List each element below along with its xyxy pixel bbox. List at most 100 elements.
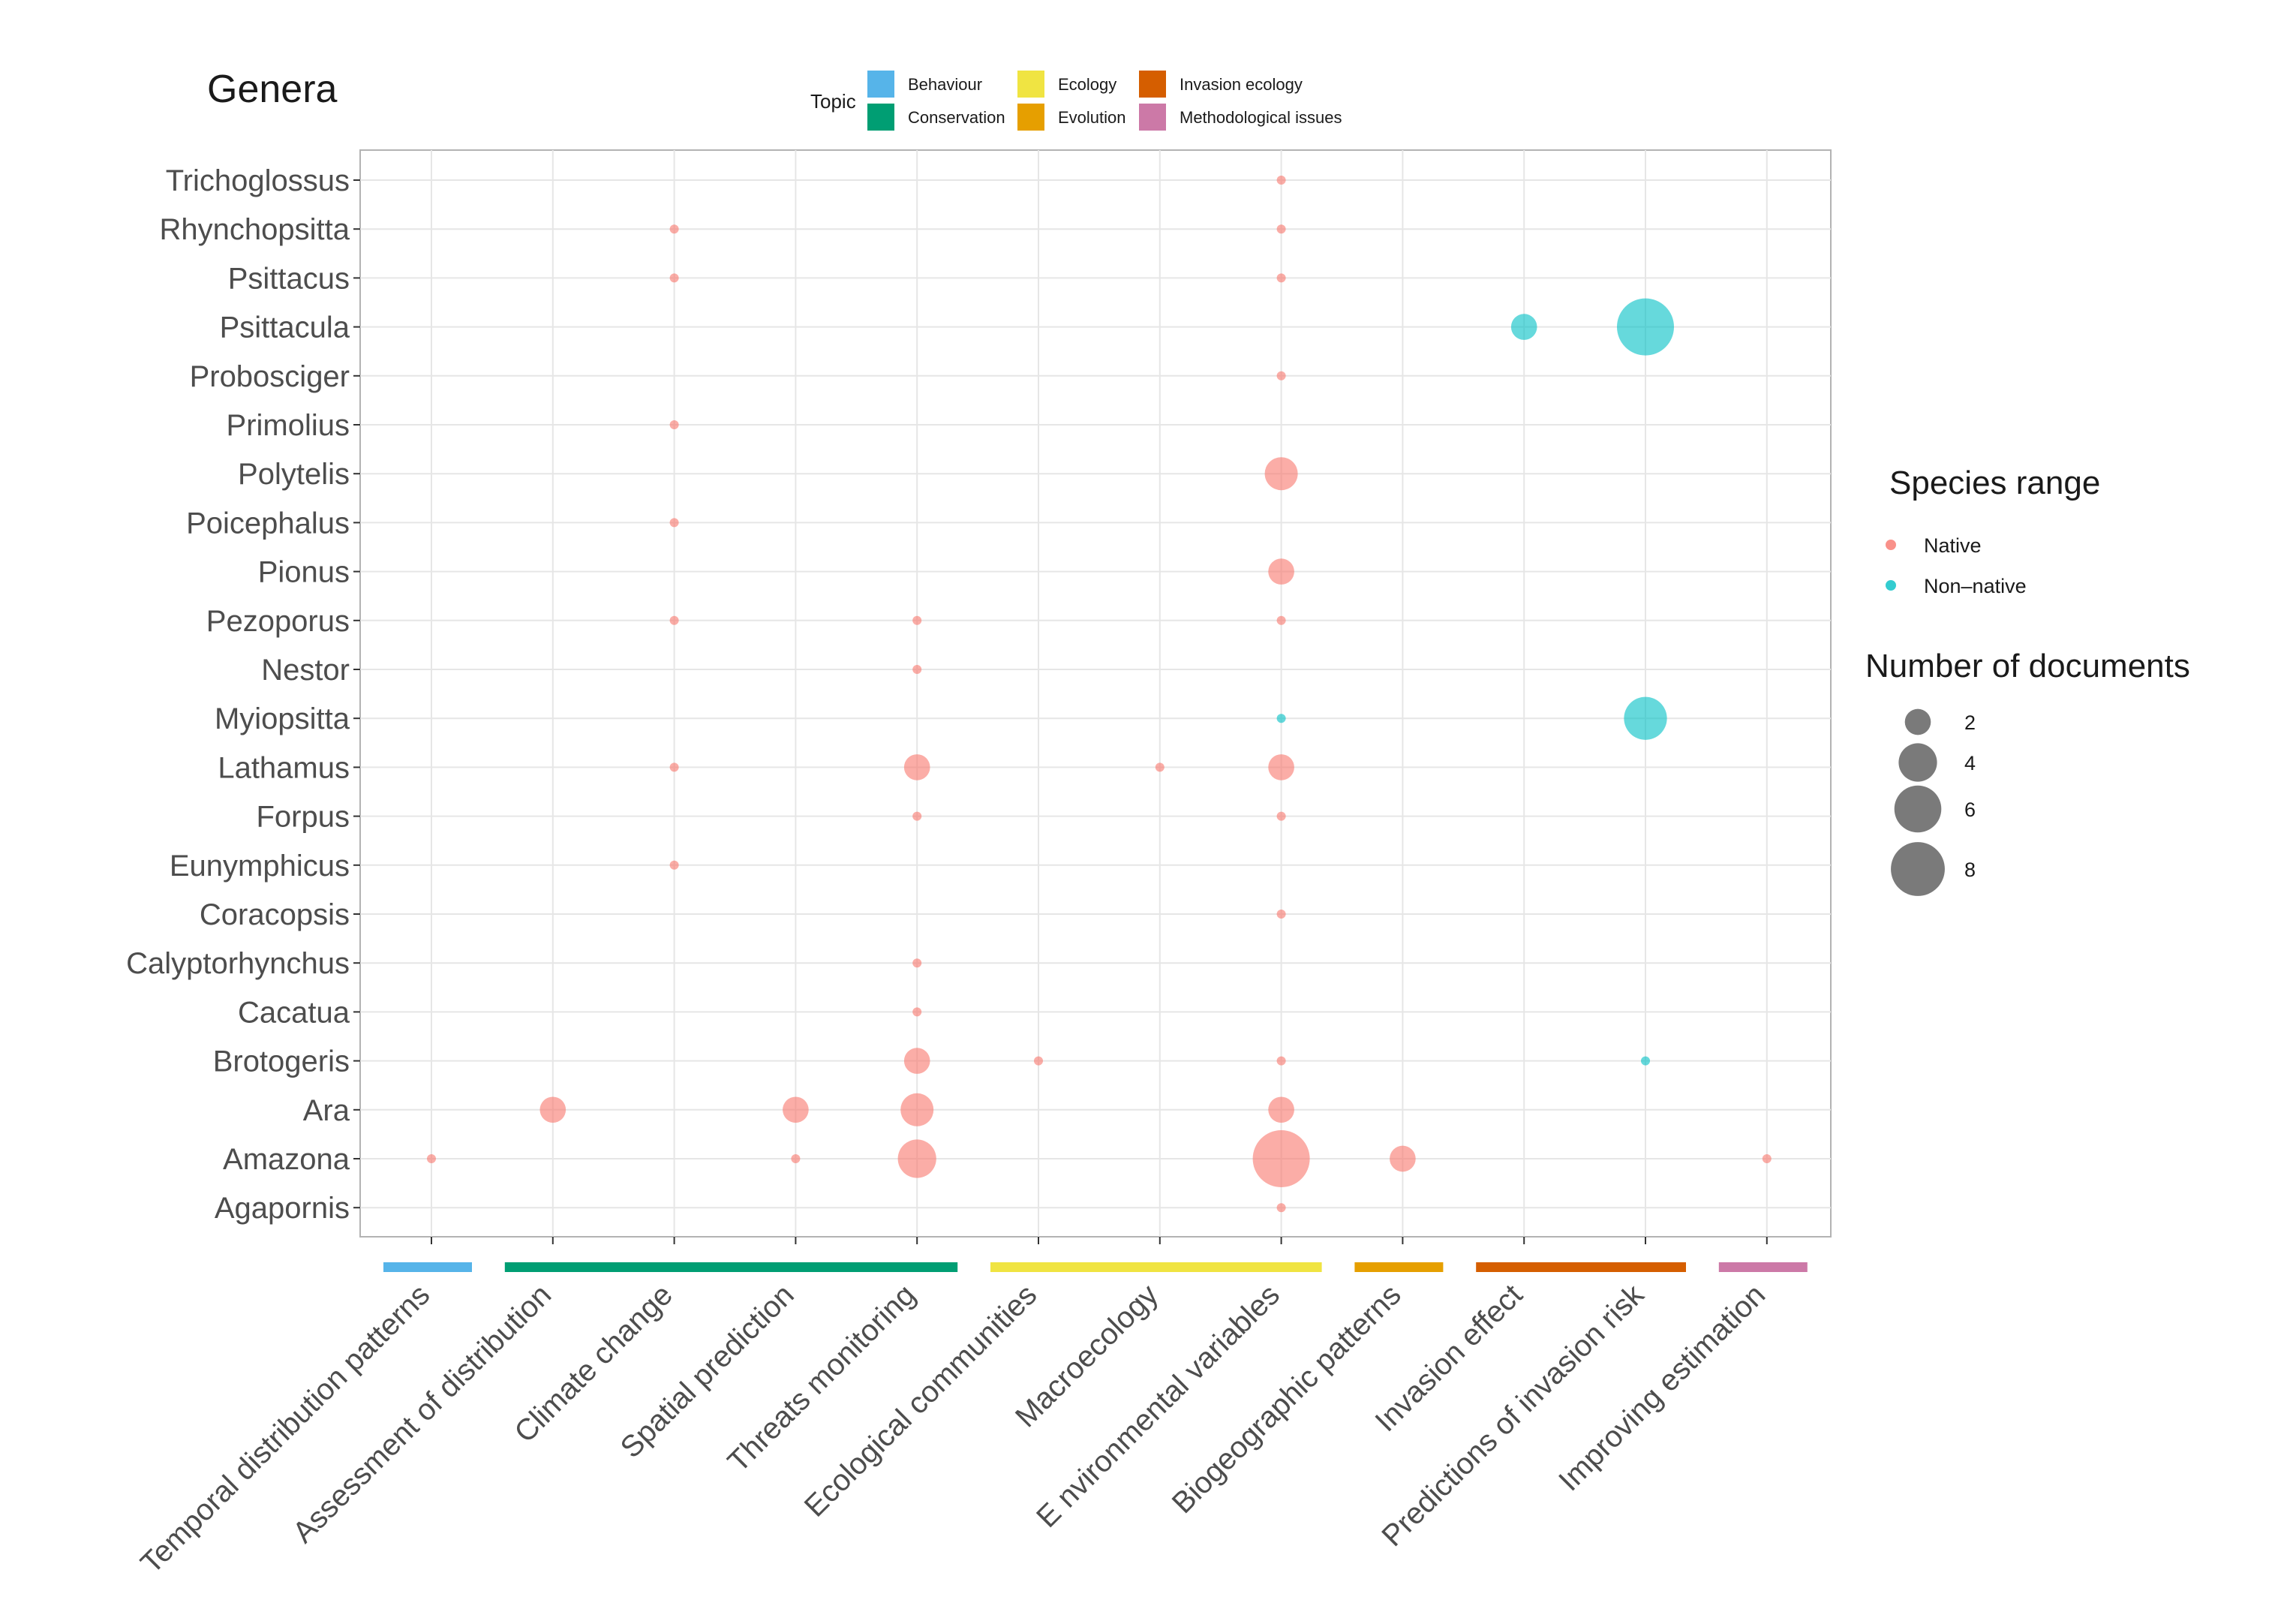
y-tick-label-ara: Ara — [303, 1094, 350, 1127]
size-key-6 — [1894, 785, 1942, 833]
size-key-4 — [1898, 743, 1937, 782]
point-ara-spatial-prediction — [783, 1096, 809, 1123]
topic-label-evolution: Evolution — [1058, 108, 1126, 127]
point-brotogeris-environmental-variables — [1276, 1056, 1286, 1066]
point-forpus-threats-monitoring — [912, 811, 922, 821]
topic-legend-title: Topic — [810, 90, 856, 113]
topic-label-methodological-issues: Methodological issues — [1180, 108, 1342, 127]
range-label-non-native: Non–native — [1924, 575, 2027, 597]
point-ara-assessment-of-distribution — [539, 1096, 566, 1123]
y-tick-label-forpus: Forpus — [257, 801, 350, 834]
size-key-8 — [1891, 842, 1945, 896]
topic-key-evolution — [1017, 104, 1044, 131]
y-tick-label-brotogeris: Brotogeris — [213, 1045, 350, 1078]
y-tick-label-eunymphicus: Eunymphicus — [170, 850, 350, 883]
point-rhynchopsitta-climate-change — [669, 224, 679, 234]
point-brotogeris-threats-monitoring — [903, 1048, 930, 1074]
x-tick-label-improving-estimation: Improving estimation — [1552, 1278, 1772, 1497]
plot-panel — [359, 149, 1832, 1238]
data-points — [427, 176, 1772, 1213]
point-amazona-threats-monitoring — [897, 1139, 936, 1178]
y-tick-label-primolius: Primolius — [227, 409, 350, 442]
y-tick-label-psittacula: Psittacula — [220, 311, 350, 344]
topic-key-conservation — [867, 104, 894, 131]
point-amazona-environmental-variables — [1252, 1130, 1310, 1187]
point-ara-environmental-variables — [1268, 1096, 1294, 1123]
y-tick-label-calyptorhynchus: Calyptorhynchus — [126, 947, 350, 980]
size-label-4: 4 — [1964, 752, 1976, 774]
y-tick-label-nestor: Nestor — [261, 654, 350, 687]
point-amazona-temporal-distribution-patterns — [427, 1154, 436, 1163]
topic-bars — [383, 1262, 1808, 1272]
topic-key-behaviour — [867, 71, 894, 98]
topic-label-invasion-ecology: Invasion ecology — [1180, 75, 1303, 94]
point-agapornis-environmental-variables — [1276, 1203, 1286, 1213]
y-tick-label-rhynchopsitta: Rhynchopsitta — [160, 213, 350, 246]
topic-key-methodological-issues — [1139, 104, 1166, 131]
point-pezoporus-climate-change — [669, 615, 679, 625]
x-axis: Temporal distribution patternsAssessment… — [134, 1237, 1772, 1580]
point-lathamus-climate-change — [669, 762, 679, 772]
size-label-8: 8 — [1964, 859, 1976, 881]
point-brotogeris-ecological-communities — [1034, 1056, 1043, 1066]
point-psittacula-invasion-effect — [1510, 314, 1537, 340]
point-lathamus-environmental-variables — [1268, 754, 1294, 780]
point-ara-threats-monitoring — [900, 1093, 934, 1126]
point-lathamus-threats-monitoring — [903, 754, 930, 780]
topic-key-invasion-ecology — [1139, 71, 1166, 98]
x-tick-label-assessment-of-distribution: Assessment of distribution — [287, 1278, 557, 1549]
point-probosciger-environmental-variables — [1276, 371, 1286, 380]
point-cacatua-threats-monitoring — [912, 1007, 922, 1017]
y-tick-label-agapornis: Agapornis — [215, 1192, 350, 1225]
y-tick-label-cacatua: Cacatua — [238, 996, 350, 1029]
x-tick-label-ecological-communities: Ecological communities — [798, 1278, 1044, 1523]
point-psittacula-predictions-of-invasion-risk — [1617, 298, 1674, 356]
point-amazona-biogeographic-patterns — [1390, 1145, 1416, 1172]
point-psittacus-environmental-variables — [1276, 273, 1286, 283]
y-tick-label-poicephalus: Poicephalus — [186, 507, 350, 540]
x-tick-label-predictions-of-invasion-risk: Predictions of invasion risk — [1375, 1278, 1651, 1553]
point-amazona-spatial-prediction — [791, 1154, 801, 1163]
species-range-legend: Species range Native Non–native — [1886, 465, 2100, 597]
point-amazona-improving-estimation — [1762, 1154, 1772, 1163]
topic-bar-behaviour — [383, 1262, 472, 1272]
y-tick-label-coracopsis: Coracopsis — [200, 898, 350, 931]
size-label-6: 6 — [1964, 798, 1976, 821]
x-tick-label-biogeographic-patterns: Biogeographic patterns — [1166, 1278, 1408, 1520]
y-tick-label-pionus: Pionus — [258, 556, 350, 589]
size-label-2: 2 — [1964, 711, 1976, 734]
range-label-native: Native — [1924, 534, 1982, 557]
point-eunymphicus-climate-change — [669, 860, 679, 870]
point-pezoporus-threats-monitoring — [912, 615, 922, 625]
grid-lines — [360, 150, 1831, 1237]
point-trichoglossus-environmental-variables — [1276, 176, 1286, 185]
range-key-native — [1886, 540, 1896, 550]
topic-legend: Topic Behaviour Ecology Invasion ecology Con… — [810, 71, 1342, 131]
y-tick-label-amazona: Amazona — [223, 1143, 350, 1176]
topic-label-behaviour: Behaviour — [908, 75, 982, 94]
point-nestor-threats-monitoring — [912, 665, 922, 674]
point-poicephalus-climate-change — [669, 518, 679, 528]
point-coracopsis-environmental-variables — [1276, 910, 1286, 919]
y-tick-label-pezoporus: Pezoporus — [206, 605, 350, 638]
point-lathamus-macroecology — [1155, 762, 1165, 772]
topic-bar-ecology — [990, 1262, 1322, 1272]
y-axis-title: Genera — [207, 68, 338, 111]
y-tick-label-polytelis: Polytelis — [238, 458, 350, 491]
y-tick-label-probosciger: Probosciger — [190, 360, 350, 393]
y-axis: Trichoglossus Rhynchopsitta Psittacus Psitt… — [126, 164, 360, 1225]
point-primolius-climate-change — [669, 420, 679, 429]
y-tick-label-trichoglossus: Trichoglossus — [166, 164, 350, 197]
y-tick-label-lathamus: Lathamus — [218, 751, 350, 784]
topic-bar-invasion-ecology — [1476, 1262, 1686, 1272]
point-rhynchopsitta-environmental-variables — [1276, 224, 1286, 234]
topic-bar-methodological-issues — [1718, 1262, 1808, 1272]
point-polytelis-environmental-variables — [1264, 457, 1298, 491]
species-range-title: Species range — [1889, 465, 2100, 501]
point-myiopsitta-predictions-of-invasion-risk — [1624, 696, 1667, 740]
range-key-non-native — [1886, 580, 1896, 591]
y-tick-label-psittacus: Psittacus — [228, 262, 350, 295]
point-myiopsitta-environmental-variables — [1276, 714, 1286, 723]
point-forpus-environmental-variables — [1276, 811, 1286, 821]
